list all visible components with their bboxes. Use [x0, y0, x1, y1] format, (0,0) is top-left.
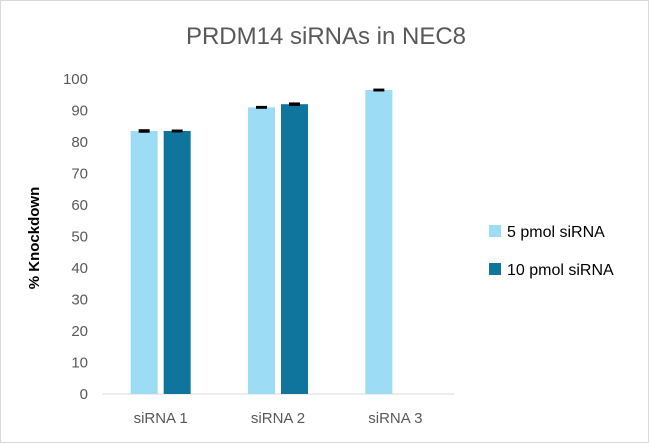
legend-label: 10 pmol siRNA — [507, 262, 614, 279]
error-bar — [171, 129, 183, 133]
error-bar — [256, 105, 267, 109]
bar — [130, 130, 158, 394]
x-tick-label: siRNA 2 — [251, 410, 305, 427]
y-tick-label: 20 — [71, 323, 88, 340]
error-bar — [138, 129, 150, 133]
y-tick-label: 70 — [71, 166, 88, 183]
legend-label: 5 pmol siRNA — [507, 224, 605, 241]
chart-title: PRDM14 siRNAs in NEC8 — [186, 23, 466, 50]
y-tick-label: 0 — [80, 386, 88, 403]
y-tick-label: 90 — [71, 103, 88, 120]
x-tick-label: siRNA 1 — [134, 410, 188, 427]
y-tick-label: 100 — [63, 71, 88, 88]
y-tick-label: 60 — [71, 197, 88, 214]
x-tick-label: siRNA 3 — [368, 410, 422, 427]
y-tick-label: 50 — [71, 229, 88, 246]
y-axis-title: % Knockdown — [26, 187, 43, 290]
legend: 5 pmol siRNA 10 pmol siRNA — [489, 224, 614, 279]
plot-area: 0 10 20 30 40 50 60 70 80 90 100 siRNA 1 siRNA 2 siRN… — [63, 71, 454, 427]
bar — [281, 104, 308, 394]
y-tick-label: 10 — [71, 355, 88, 372]
bar — [163, 130, 191, 394]
bar — [248, 107, 275, 394]
error-bar — [373, 88, 385, 92]
bar — [365, 90, 393, 395]
y-tick-label: 40 — [71, 260, 88, 277]
legend-swatch — [489, 263, 501, 275]
error-bar — [289, 102, 300, 106]
legend-swatch — [489, 225, 501, 237]
y-tick-label: 80 — [71, 134, 88, 151]
y-tick-label: 30 — [71, 292, 88, 309]
